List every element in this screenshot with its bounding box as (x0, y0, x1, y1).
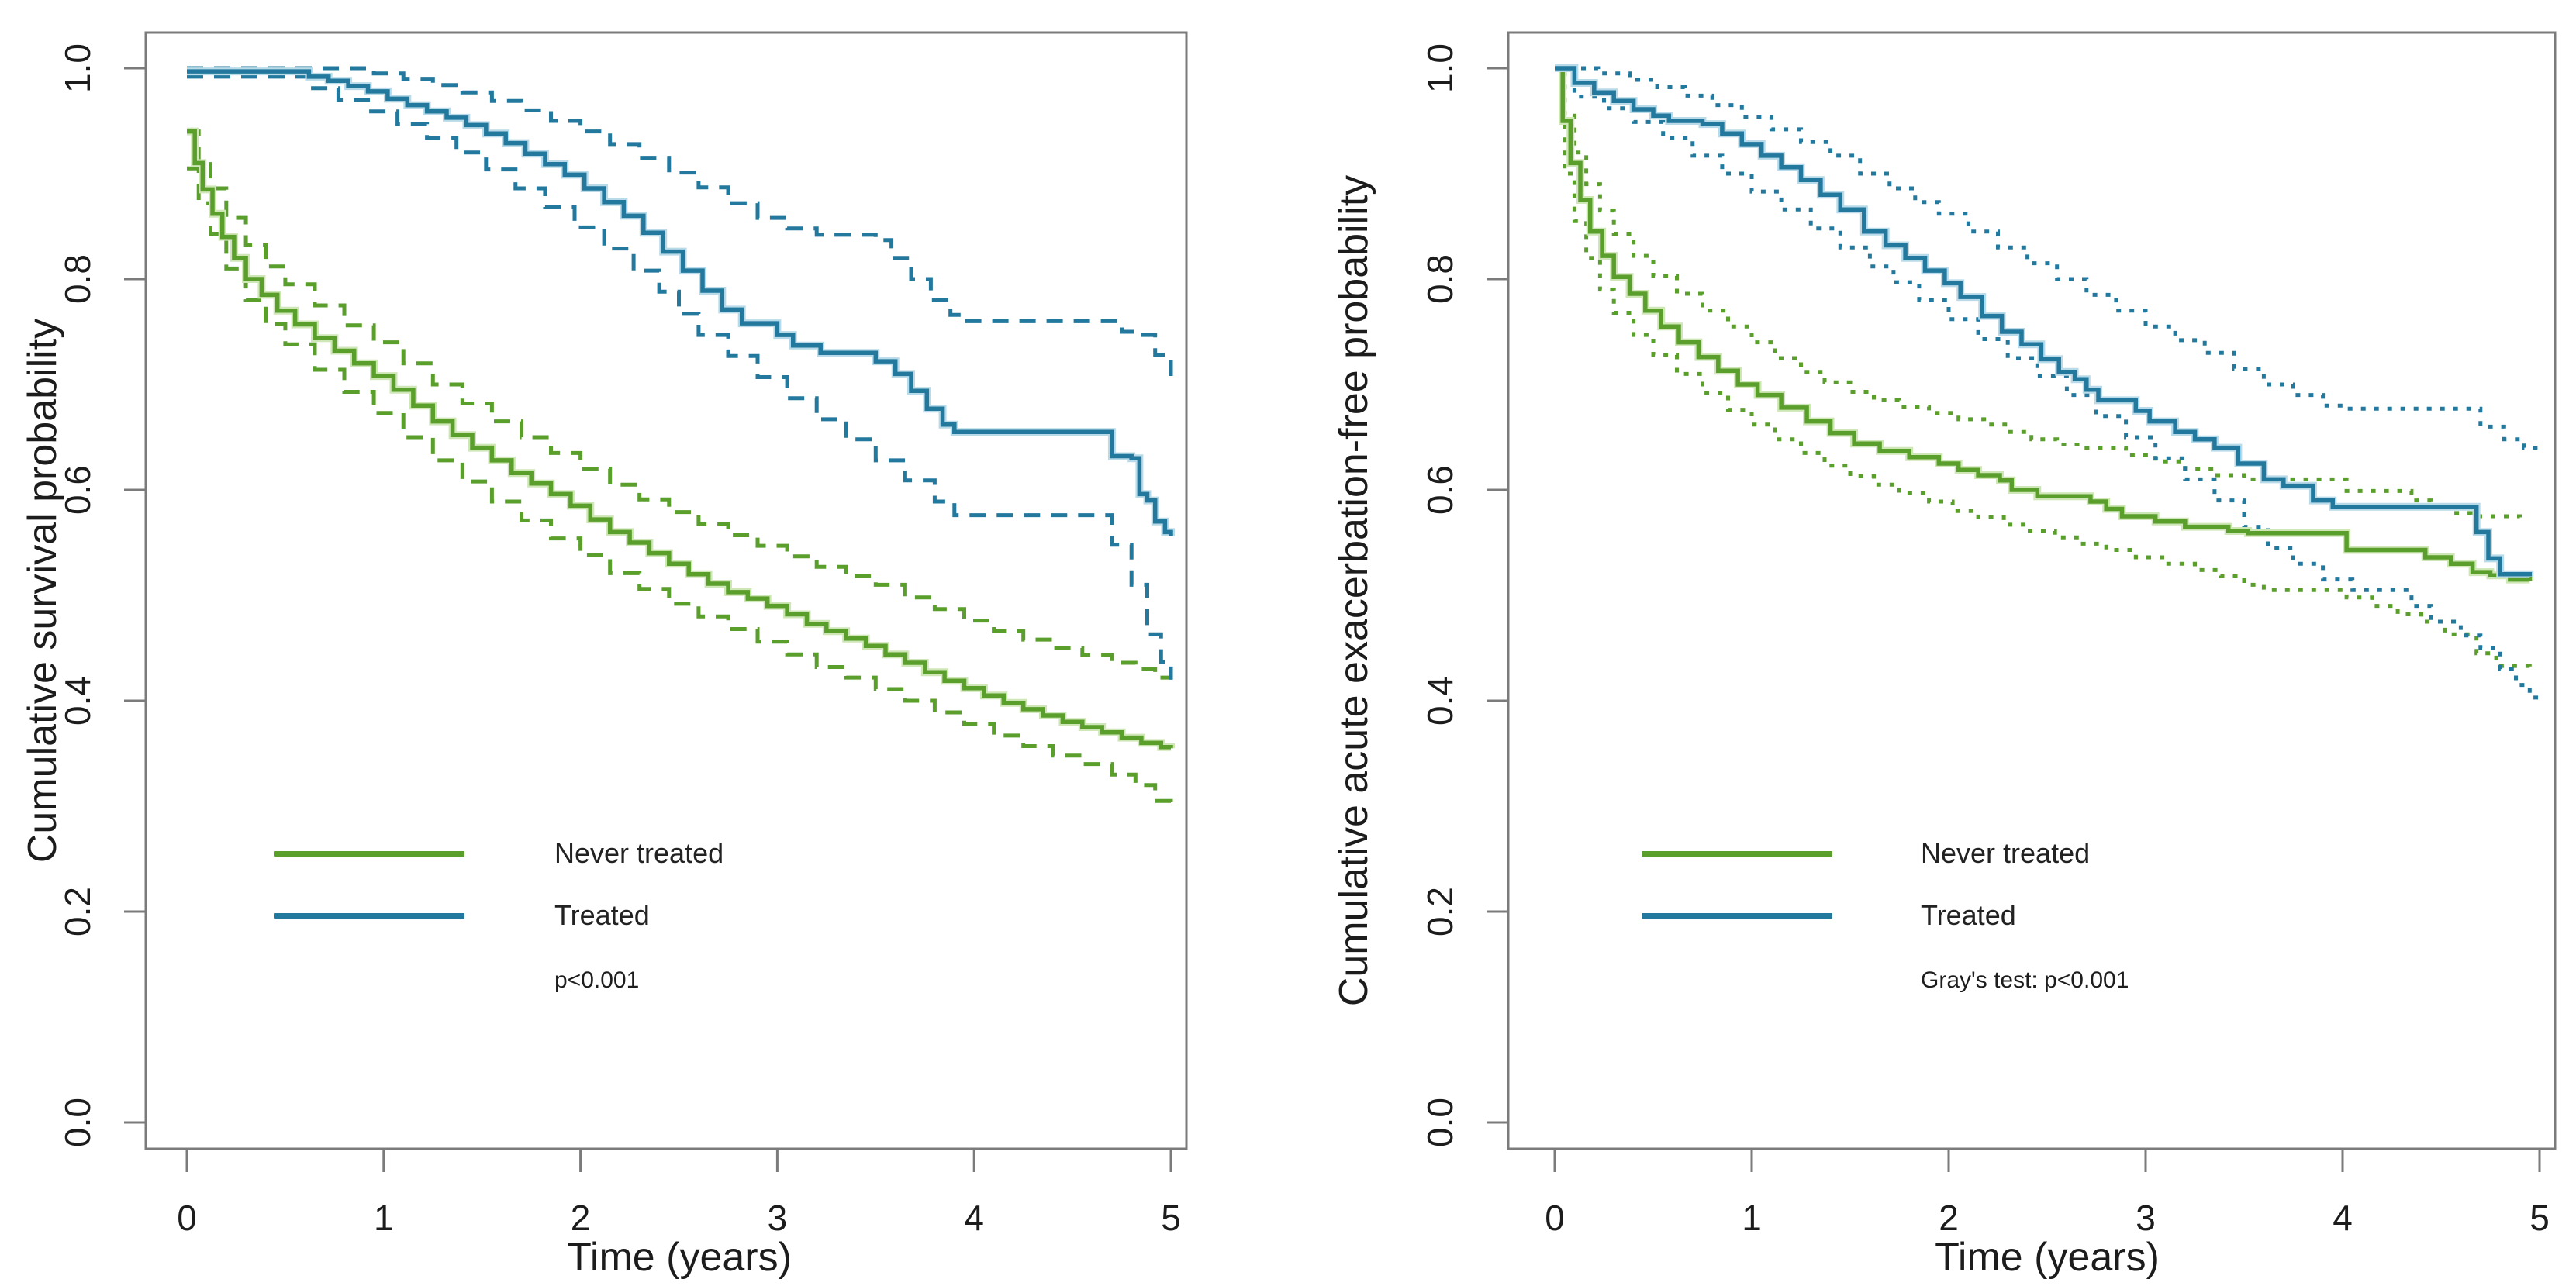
y-tick-label: 0.4 (1420, 676, 1460, 726)
survival-panel: 0 1 2 3 4 5 0.0 0.2 0.4 0.6 0.8 1.0 Cumulative surv… (20, 31, 1188, 1280)
gray-test-note: Gray's test: p<0.001 (1921, 967, 2129, 993)
y-tick-label: 0.4 (57, 676, 98, 726)
treated-legend-line (274, 912, 464, 919)
y-tick-label: 1.0 (57, 43, 98, 93)
y-tick-label: 0.0 (57, 1098, 98, 1147)
never-treated-curve (1555, 66, 2533, 582)
legend-item-never-treated: Never treated (1642, 837, 2091, 869)
legend-item-treated: Treated (1642, 899, 2016, 931)
never-treated-ci-upper-curve (1555, 66, 2522, 519)
never-treated-curve (187, 129, 1173, 750)
y-axis-title: Cumulative acute exacerbation-free proba… (1331, 174, 1376, 1007)
never-treated-ci-upper-curve (187, 129, 1173, 680)
x-tick-label: 3 (768, 1198, 788, 1238)
survival-plot: 0 1 2 3 4 5 0.0 0.2 0.4 0.6 0.8 1.0 (57, 31, 1188, 1238)
exacerbation-panel: 0 1 2 3 4 5 0.0 0.2 0.4 0.6 0.8 1.0 Cumulative acut… (1288, 0, 2576, 1286)
plot-box (144, 31, 1188, 1150)
treated-curve (1555, 66, 2533, 577)
legend-label-never-treated: Never treated (554, 837, 724, 869)
legend-item-never-treated: Never treated (274, 837, 724, 869)
never-treated-ci-lower-curve (1555, 66, 2532, 670)
never-treated-legend-line (274, 850, 464, 857)
y-tick-label: 0.2 (1420, 887, 1460, 936)
y-tick-label: 0.8 (1420, 254, 1460, 304)
x-tick-label: 3 (2136, 1198, 2156, 1238)
never-treated-ci-lower-curve (187, 166, 1173, 806)
treated-legend-line (1642, 912, 1832, 919)
y-axis-title: Cumulative survival probability (20, 318, 65, 864)
x-tick-label: 5 (1161, 1198, 1181, 1238)
x-tick-label: 1 (1742, 1198, 1762, 1238)
x-axis-title: Time (years) (1935, 1235, 2160, 1280)
x-axis-title: Time (years) (567, 1235, 792, 1280)
y-tick-label: 1.0 (1420, 43, 1460, 93)
legend-label-treated: Treated (554, 899, 650, 931)
treated-ci-upper-curve (187, 66, 1173, 383)
treated-curve (187, 69, 1173, 536)
x-tick-label: 2 (571, 1198, 591, 1238)
x-tick-label: 0 (1545, 1198, 1565, 1238)
x-tick-label: 2 (1939, 1198, 1959, 1238)
x-tick-label: 4 (2333, 1198, 2353, 1238)
never-treated-curve-halo (187, 127, 1175, 751)
y-tick-label: 0.6 (1420, 465, 1460, 515)
p-value-note: p<0.001 (554, 967, 640, 993)
y-tick-label: 0.6 (57, 465, 98, 515)
y-tick-label: 0.0 (1420, 1098, 1460, 1147)
treated-ci-lower-curve (187, 74, 1173, 680)
legend-label-never-treated: Never treated (1921, 837, 2091, 869)
exacerbation-plot: 0 1 2 3 4 5 0.0 0.2 0.4 0.6 0.8 1.0 (1420, 31, 2557, 1238)
legend-item-treated: Treated (274, 899, 650, 931)
y-tick-label: 0.2 (57, 887, 98, 936)
x-tick-label: 4 (964, 1198, 984, 1238)
x-tick-label: 1 (374, 1198, 394, 1238)
x-tick-label: 0 (177, 1198, 197, 1238)
legend-label-treated: Treated (1921, 899, 2016, 931)
never-treated-legend-line (1642, 850, 1832, 857)
x-tick-label: 5 (2529, 1198, 2550, 1238)
y-tick-label: 0.8 (57, 254, 98, 304)
plot-box (1507, 31, 2557, 1150)
treated-ci-upper-curve (1555, 66, 2542, 451)
